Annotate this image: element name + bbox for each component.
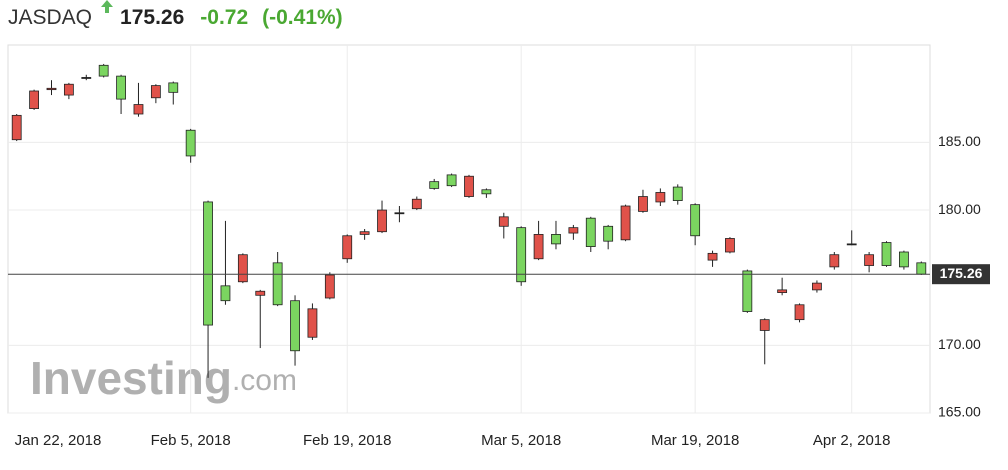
- candle-body: [864, 254, 875, 266]
- x-tick-label: Jan 22, 2018: [15, 432, 102, 449]
- change: -0.72: [200, 6, 249, 29]
- candle-body: [237, 254, 248, 283]
- x-tick-label: Feb 5, 2018: [151, 432, 231, 449]
- last-price-box: [932, 264, 990, 285]
- candle-body: [672, 186, 683, 201]
- candle-body: [290, 300, 300, 352]
- candle-body: [899, 251, 909, 268]
- x-tick-label: Apr 2, 2018: [813, 432, 891, 449]
- x-tick-label: Mar 5, 2018: [481, 432, 561, 449]
- header: JASDAQ 175.26 -0.72 (-0.41%): [8, 0, 351, 30]
- candle-body: [603, 225, 614, 242]
- candle-body: [324, 274, 335, 299]
- candle-body: [446, 174, 457, 187]
- candle-body: [568, 227, 579, 234]
- change-percent: (-0.41%): [262, 6, 343, 29]
- y-tick-label: 180.00: [938, 201, 981, 217]
- candle-body: [150, 85, 161, 99]
- candle-body: [794, 304, 805, 321]
- candle-body: [359, 231, 370, 235]
- candle-body: [742, 270, 753, 312]
- candle-body: [185, 129, 196, 157]
- candle-body: [620, 205, 631, 241]
- y-tick-label: 165.00: [938, 404, 981, 420]
- last-price-label: 175.26: [940, 265, 983, 281]
- watermark: Investing.com: [30, 352, 297, 404]
- candle-body: [725, 238, 735, 253]
- candle-body: [638, 196, 648, 212]
- candle-body: [777, 289, 788, 293]
- candle-body: [846, 243, 857, 246]
- candle-body: [29, 90, 39, 109]
- price: 175.26: [120, 6, 185, 29]
- candle-body: [411, 198, 422, 210]
- candle-body: [551, 234, 561, 245]
- candle-body: [498, 216, 509, 227]
- candle-body: [812, 282, 822, 291]
- candle-body: [516, 227, 527, 283]
- symbol: JASDAQ: [8, 6, 93, 29]
- candle-body: [916, 262, 927, 275]
- candle-body: [203, 201, 213, 326]
- x-tick-label: Feb 19, 2018: [303, 432, 391, 449]
- candle-body: [881, 242, 892, 266]
- candle-body: [168, 82, 179, 93]
- candle-body: [690, 204, 701, 237]
- candle-body: [481, 189, 492, 195]
- y-tick-label: 170.00: [938, 336, 981, 352]
- candle-body: [429, 181, 440, 189]
- x-tick-label: Mar 19, 2018: [651, 432, 739, 449]
- candle-body: [11, 114, 22, 141]
- candle-body: [272, 262, 283, 306]
- candle-body: [655, 192, 666, 203]
- candle-body: [98, 64, 109, 77]
- candle-body: [63, 83, 74, 96]
- candle-body: [464, 175, 474, 197]
- candle-body: [133, 104, 144, 115]
- candle-body: [533, 234, 544, 260]
- candle-body: [829, 254, 840, 268]
- candle-body: [220, 285, 231, 302]
- candle-body: [46, 87, 57, 91]
- candle-body: [377, 209, 387, 233]
- candle-body: [81, 77, 92, 79]
- candle-body: [342, 235, 353, 260]
- candle-body: [255, 290, 266, 296]
- arrow-icon: [101, 0, 114, 13]
- candle-body: [585, 217, 596, 247]
- candle-body: [307, 308, 318, 338]
- candle-body: [759, 319, 770, 331]
- candle-body: [707, 252, 718, 261]
- candle-body: [394, 212, 405, 215]
- y-tick-label: 185.00: [938, 133, 981, 149]
- candle-body: [116, 75, 126, 100]
